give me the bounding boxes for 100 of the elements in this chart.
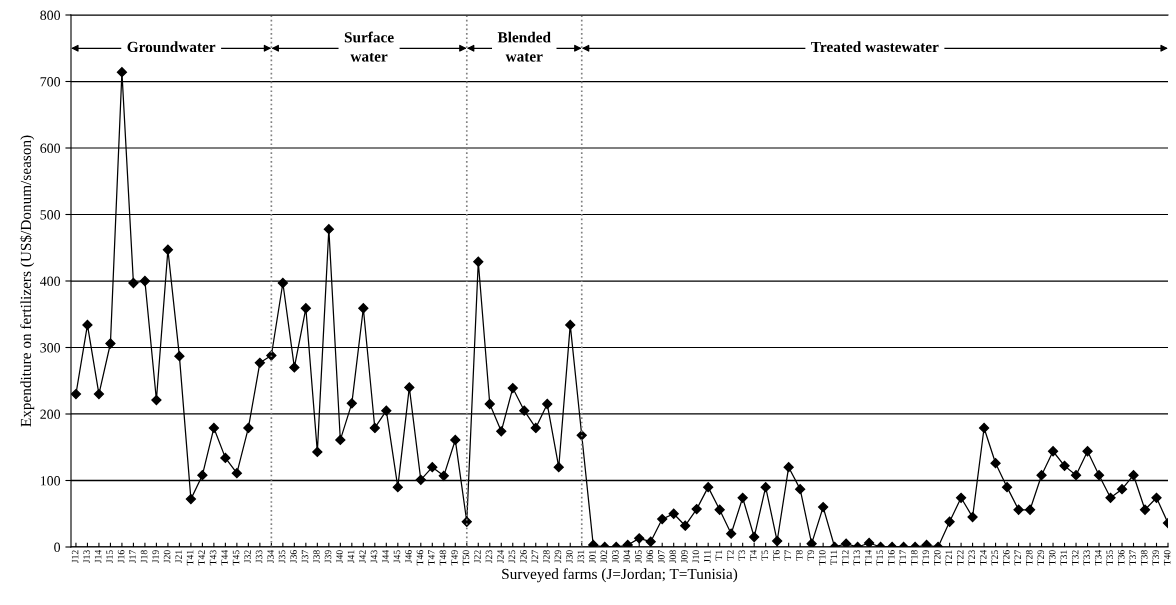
x-tick-label: J19 bbox=[152, 550, 159, 564]
y-tick-label: 700 bbox=[40, 77, 61, 87]
x-tick-label: T16 bbox=[888, 550, 895, 566]
x-tick-label: T48 bbox=[439, 550, 447, 566]
x-tick-label: T35 bbox=[1106, 550, 1113, 566]
x-tick-label: T13 bbox=[853, 550, 861, 566]
x-tick-label: T40 bbox=[1163, 550, 1171, 566]
x-tick-label: T43 bbox=[209, 550, 217, 566]
x-tick-label: J26 bbox=[520, 550, 527, 564]
x-tick-label: T41 bbox=[186, 550, 194, 566]
x-tick-label: T31 bbox=[1060, 550, 1067, 566]
x-tick-label: J38 bbox=[313, 550, 320, 564]
x-tick-label: J41 bbox=[347, 550, 355, 564]
x-tick-label: J42 bbox=[359, 550, 366, 564]
annotation: Treated wastewater bbox=[811, 41, 939, 53]
x-tick-label: T24 bbox=[979, 549, 987, 566]
y-tick-label: 400 bbox=[40, 276, 61, 286]
x-tick-label: J37 bbox=[301, 550, 309, 564]
x-tick-label: T22 bbox=[956, 550, 964, 566]
x-tick-label: T12 bbox=[842, 550, 849, 566]
y-axis-title: Expenditure on fertilizers (US$/Donum/season) bbox=[19, 135, 35, 427]
x-tick-label: T39 bbox=[1152, 550, 1159, 566]
x-tick-label: T9 bbox=[807, 550, 815, 561]
x-tick-label: T25 bbox=[991, 550, 998, 566]
annotation: Groundwater bbox=[127, 41, 216, 53]
x-tick-label: T47 bbox=[428, 550, 435, 566]
x-tick-label: T8 bbox=[796, 550, 803, 561]
x-tick-label: T27 bbox=[1014, 550, 1021, 566]
x-tick-label: J45 bbox=[393, 550, 401, 564]
x-tick-label: J43 bbox=[370, 550, 378, 564]
annotation: Surface water bbox=[344, 31, 394, 62]
x-tick-label: J10 bbox=[692, 550, 700, 564]
annotation: Blended water bbox=[497, 31, 551, 62]
x-tick-label: J08 bbox=[669, 550, 677, 564]
x-tick-label: T14 bbox=[865, 549, 872, 566]
x-tick-label: T6 bbox=[773, 550, 780, 561]
x-tick-label: J39 bbox=[324, 550, 332, 564]
x-tick-label: J13 bbox=[83, 550, 90, 564]
x-tick-label: T21 bbox=[945, 550, 952, 566]
x-tick-label: T38 bbox=[1140, 550, 1148, 566]
y-tick-label: 800 bbox=[40, 10, 61, 20]
x-tick-label: J18 bbox=[140, 550, 148, 564]
x-tick-label: J33 bbox=[255, 550, 263, 564]
x-tick-label: J20 bbox=[163, 550, 171, 564]
x-tick-label: J14 bbox=[94, 549, 102, 564]
x-tick-label: T44 bbox=[221, 549, 228, 566]
x-tick-label: T18 bbox=[910, 550, 918, 566]
x-tick-label: J31 bbox=[577, 550, 585, 564]
x-tick-label: T11 bbox=[830, 550, 837, 565]
x-tick-label: T15 bbox=[876, 550, 884, 566]
x-tick-label: T34 bbox=[1094, 549, 1102, 566]
x-tick-label: J27 bbox=[531, 550, 539, 564]
x-tick-label: J32 bbox=[244, 550, 251, 564]
y-tick-label: 100 bbox=[40, 476, 61, 486]
x-tick-label: T4 bbox=[750, 549, 757, 561]
x-tick-label: J11 bbox=[704, 550, 711, 563]
x-tick-label: T19 bbox=[922, 550, 930, 566]
x-tick-label: T42 bbox=[198, 550, 205, 566]
x-tick-label: J01 bbox=[589, 550, 596, 564]
x-tick-label: J46 bbox=[405, 550, 412, 564]
x-tick-label: J25 bbox=[508, 550, 516, 564]
x-tick-label: J04 bbox=[623, 549, 631, 564]
x-tick-label: J29 bbox=[554, 550, 562, 564]
x-tick-label: T29 bbox=[1037, 550, 1044, 566]
x-tick-label: T46 bbox=[416, 550, 424, 566]
x-tick-label: T28 bbox=[1025, 550, 1033, 566]
x-tick-label: T17 bbox=[899, 550, 906, 566]
x-tick-label: T45 bbox=[232, 550, 240, 566]
x-tick-label: J07 bbox=[658, 550, 665, 564]
y-tick-label: 200 bbox=[40, 409, 61, 419]
x-tick-label: T30 bbox=[1048, 550, 1056, 566]
x-tick-label: J24 bbox=[497, 549, 504, 564]
x-tick-label: T36 bbox=[1117, 550, 1125, 566]
x-tick-label: T32 bbox=[1071, 550, 1079, 566]
x-tick-label: J44 bbox=[382, 549, 389, 564]
x-axis-title: Surveyed farms (J=Jordan; T=Tunisia) bbox=[502, 568, 738, 583]
x-tick-label: J03 bbox=[612, 550, 619, 564]
x-tick-label: J22 bbox=[474, 550, 481, 564]
x-tick-label: J16 bbox=[117, 550, 125, 564]
x-tick-label: J23 bbox=[485, 550, 493, 564]
y-tick-label: 0 bbox=[54, 542, 61, 552]
x-tick-label: J02 bbox=[600, 550, 608, 564]
x-tick-label: T20 bbox=[933, 550, 941, 566]
y-tick-label: 600 bbox=[40, 143, 61, 153]
x-tick-label: J21 bbox=[175, 550, 182, 564]
x-tick-label: J15 bbox=[106, 550, 113, 564]
x-tick-label: T7 bbox=[784, 550, 791, 561]
x-tick-label: J30 bbox=[566, 550, 573, 564]
x-tick-label: T3 bbox=[738, 550, 746, 561]
x-tick-label: T1 bbox=[715, 550, 723, 561]
x-tick-label: T5 bbox=[761, 550, 769, 561]
x-tick-label: J34 bbox=[267, 549, 274, 564]
x-tick-label: T49 bbox=[451, 550, 458, 566]
x-tick-label: T50 bbox=[462, 550, 470, 566]
x-tick-label: J28 bbox=[543, 550, 550, 564]
x-tick-label: T23 bbox=[968, 550, 976, 566]
x-tick-label: T33 bbox=[1083, 550, 1090, 566]
x-tick-label: J06 bbox=[646, 550, 654, 564]
x-tick-label: J35 bbox=[278, 550, 286, 564]
x-tick-label: T37 bbox=[1129, 550, 1136, 566]
